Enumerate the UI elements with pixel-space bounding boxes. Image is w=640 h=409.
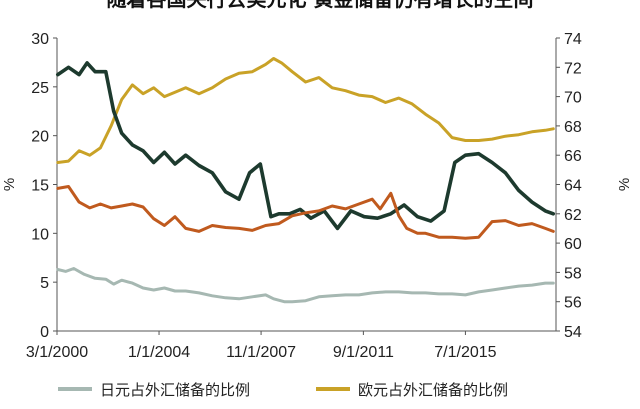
series-layer [55,57,556,304]
x-axis-tick-label: 3/1/2000 [26,344,88,361]
right-axis-tick-label: 68 [564,119,582,136]
dark-line [55,61,556,231]
left-axis-tick-label: 30 [31,31,49,48]
left-axis-tick-label: 25 [31,80,49,97]
x-axis-tick-label: 1/1/2004 [128,344,190,361]
x-axis-tick-label: 9/1/2011 [333,344,394,361]
axes-layer: 0 5 10 15 20 25 30 54 56 58 60 62 64 66 68 70 72 74 3/1/20… [1,31,633,361]
right-axis-tick-label: 74 [564,31,582,48]
orange-line [56,185,555,240]
right-axis-label: % [616,178,633,191]
euro-share-line [56,57,555,164]
right-axis-tick-label: 56 [564,295,582,312]
left-axis-label: % [1,178,18,191]
right-axis-tick-label: 54 [564,324,582,341]
legend-label: 日元占外汇储备的比例 [100,381,250,399]
right-axis-tick-label: 70 [564,90,582,107]
chart-title: 随着各国央行去美元化 黄金储备仍有增长的空间 [107,0,534,11]
left-axis-tick-label: 15 [31,178,49,195]
x-axis-tick-label: 11/1/2007 [226,344,296,361]
right-axis-tick-label: 60 [564,236,582,253]
left-axis-tick-label: 0 [40,324,49,341]
legend: 日元占外汇储备的比例 欧元占外汇储备的比例 [58,381,508,399]
x-axis-tick-label: 7/1/2015 [434,344,496,361]
right-axis-tick-label: 72 [564,60,582,77]
left-axis-tick-label: 20 [31,129,49,146]
right-axis-tick-label: 62 [564,207,582,224]
right-axis-tick-label: 66 [564,148,582,165]
right-axis-tick-label: 64 [564,178,582,195]
left-axis-tick-label: 10 [31,226,49,243]
legend-label: 欧元占外汇储备的比例 [358,381,508,399]
left-axis-tick-label: 5 [40,275,49,292]
right-axis-tick-label: 58 [564,265,582,282]
yen-share-line [56,267,555,304]
